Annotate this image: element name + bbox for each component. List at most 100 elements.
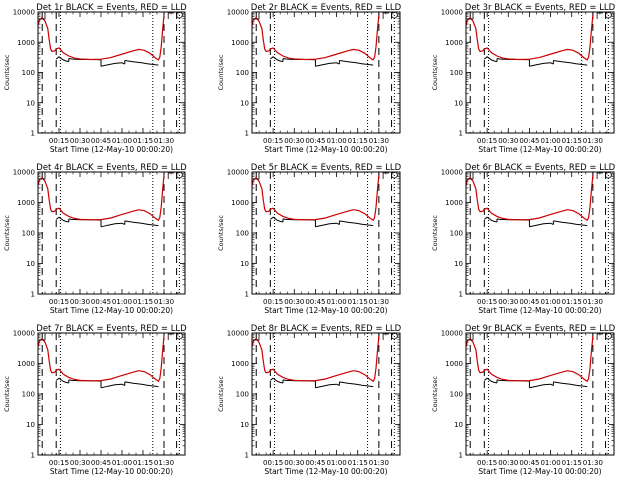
events-series-segment bbox=[315, 62, 340, 67]
y-tick-label: 10000 bbox=[13, 330, 35, 338]
plot-frame bbox=[465, 11, 615, 134]
panel-title: Det 5r BLACK = Events, RED = LLD bbox=[251, 163, 402, 173]
lld-series-line bbox=[251, 335, 380, 383]
x-tick-label: 01:30 bbox=[369, 459, 389, 467]
events-series-segment bbox=[315, 383, 340, 389]
panel-title: Det 9r BLACK = Events, RED = LLD bbox=[465, 324, 616, 334]
y-tick-label: 100 bbox=[450, 69, 463, 77]
events-series-segment bbox=[553, 60, 588, 66]
corner-marker-left bbox=[467, 334, 474, 341]
panel-det-7r: Det 7r BLACK = Events, RED = LLD Counts/s… bbox=[3, 324, 187, 476]
end-circle-marker bbox=[390, 332, 398, 340]
y-tick-label: 10000 bbox=[13, 169, 35, 177]
plot-frame bbox=[251, 171, 401, 295]
x-tick-label: 01:30 bbox=[154, 459, 174, 467]
y-tick-label: 1 bbox=[31, 130, 35, 138]
y-tick-label: 1 bbox=[245, 291, 249, 299]
x-axis-label: Start Time (12-May-10 00:00:20) bbox=[478, 467, 601, 476]
panel-title: Det 1r BLACK = Events, RED = LLD bbox=[36, 3, 187, 13]
plot-frame bbox=[465, 171, 615, 295]
y-tick-label: 10000 bbox=[227, 330, 249, 338]
corner-marker-right bbox=[382, 333, 390, 340]
plot-frame bbox=[251, 332, 401, 456]
x-tick-label: 00:30 bbox=[284, 137, 304, 145]
x-tick-label: 01:30 bbox=[154, 298, 174, 306]
panel-title: Det 6r BLACK = Events, RED = LLD bbox=[465, 163, 616, 173]
x-axis-label: Start Time (12-May-10 00:00:20) bbox=[50, 467, 173, 476]
panel-det-9r: Det 9r BLACK = Events, RED = LLD Counts/s… bbox=[431, 324, 616, 476]
y-tick-label: 1000 bbox=[445, 199, 463, 207]
panel-det-6r: Det 6r BLACK = Events, RED = LLD Counts/s… bbox=[431, 163, 616, 315]
x-tick-label: 01:15 bbox=[562, 459, 582, 467]
x-tick-label: 01:00 bbox=[112, 298, 132, 306]
lld-series-line bbox=[465, 174, 594, 222]
y-tick-label: 100 bbox=[450, 391, 463, 399]
corner-marker-right bbox=[596, 333, 604, 340]
panel-det-3r: Det 3r BLACK = Events, RED = LLD Counts/s… bbox=[431, 3, 616, 154]
x-tick-label: 00:45 bbox=[305, 298, 325, 306]
y-tick-label: 10000 bbox=[227, 9, 249, 17]
x-tick-label: 00:45 bbox=[91, 459, 111, 467]
events-series-segment bbox=[529, 222, 554, 228]
lld-series-line bbox=[37, 14, 165, 61]
events-series-segment bbox=[483, 377, 498, 384]
x-tick-label: 01:15 bbox=[133, 137, 153, 145]
x-tick-label: 01:15 bbox=[562, 137, 582, 145]
x-tick-label: 00:45 bbox=[519, 298, 539, 306]
lld-series-line bbox=[37, 174, 165, 222]
corner-marker-right bbox=[596, 12, 604, 19]
x-tick-label: 00:45 bbox=[91, 137, 111, 145]
corner-marker-right bbox=[167, 333, 175, 340]
panel-det-1r: Det 1r BLACK = Events, RED = LLD Counts/s… bbox=[3, 3, 187, 154]
events-series-segment bbox=[529, 62, 554, 67]
x-axis-label: Start Time (12-May-10 00:00:20) bbox=[264, 306, 387, 315]
y-tick-label: 10 bbox=[454, 421, 463, 429]
x-tick-label: 01:00 bbox=[540, 298, 560, 306]
x-tick-label: 00:30 bbox=[70, 137, 90, 145]
panel-det-5r: Det 5r BLACK = Events, RED = LLD Counts/s… bbox=[217, 163, 402, 315]
y-tick-label: 1000 bbox=[17, 360, 35, 368]
x-tick-label: 01:00 bbox=[326, 459, 346, 467]
y-tick-label: 10 bbox=[240, 260, 249, 268]
panel-title: Det 2r BLACK = Events, RED = LLD bbox=[251, 3, 402, 13]
x-tick-label: 01:15 bbox=[348, 137, 368, 145]
y-axis-label: Counts/sec bbox=[3, 54, 11, 90]
events-series-segment bbox=[483, 56, 498, 63]
x-axis-label: Start Time (12-May-10 00:00:20) bbox=[264, 467, 387, 476]
y-tick-label: 100 bbox=[236, 391, 249, 399]
x-tick-label: 00:45 bbox=[519, 459, 539, 467]
x-axis-label: Start Time (12-May-10 00:00:20) bbox=[50, 306, 173, 315]
events-series-segment bbox=[269, 377, 284, 384]
x-tick-label: 00:30 bbox=[284, 459, 304, 467]
panel-det-8r: Det 8r BLACK = Events, RED = LLD Counts/s… bbox=[217, 324, 402, 476]
events-series-segment bbox=[339, 60, 374, 66]
events-series-segment bbox=[55, 377, 69, 384]
y-tick-label: 100 bbox=[450, 230, 463, 238]
events-series-segment bbox=[55, 56, 69, 63]
corner-marker-left bbox=[253, 334, 260, 341]
x-tick-label: 01:15 bbox=[562, 298, 582, 306]
y-axis-label: Counts/sec bbox=[431, 54, 439, 90]
panel-title: Det 7r BLACK = Events, RED = LLD bbox=[36, 324, 187, 334]
x-tick-label: 00:45 bbox=[519, 137, 539, 145]
x-tick-label: 00:15 bbox=[263, 459, 283, 467]
end-circle-marker bbox=[390, 171, 398, 179]
x-tick-label: 01:00 bbox=[326, 137, 346, 145]
y-tick-label: 100 bbox=[22, 391, 35, 399]
lld-series-line bbox=[251, 14, 380, 61]
y-tick-label: 10000 bbox=[227, 169, 249, 177]
x-tick-label: 01:00 bbox=[540, 459, 560, 467]
x-tick-label: 01:30 bbox=[369, 137, 389, 145]
events-series-segment bbox=[124, 381, 159, 388]
end-circle-marker bbox=[604, 11, 612, 19]
y-tick-label: 10000 bbox=[13, 9, 35, 17]
y-tick-label: 100 bbox=[22, 69, 35, 77]
x-tick-label: 00:15 bbox=[477, 298, 497, 306]
y-tick-label: 10 bbox=[240, 421, 249, 429]
x-axis-label: Start Time (12-May-10 00:00:20) bbox=[478, 306, 601, 315]
x-tick-label: 01:30 bbox=[583, 459, 603, 467]
corner-marker-left bbox=[467, 173, 474, 180]
y-tick-label: 1 bbox=[31, 291, 35, 299]
y-axis-label: Counts/sec bbox=[3, 376, 11, 412]
x-tick-label: 00:15 bbox=[263, 298, 283, 306]
